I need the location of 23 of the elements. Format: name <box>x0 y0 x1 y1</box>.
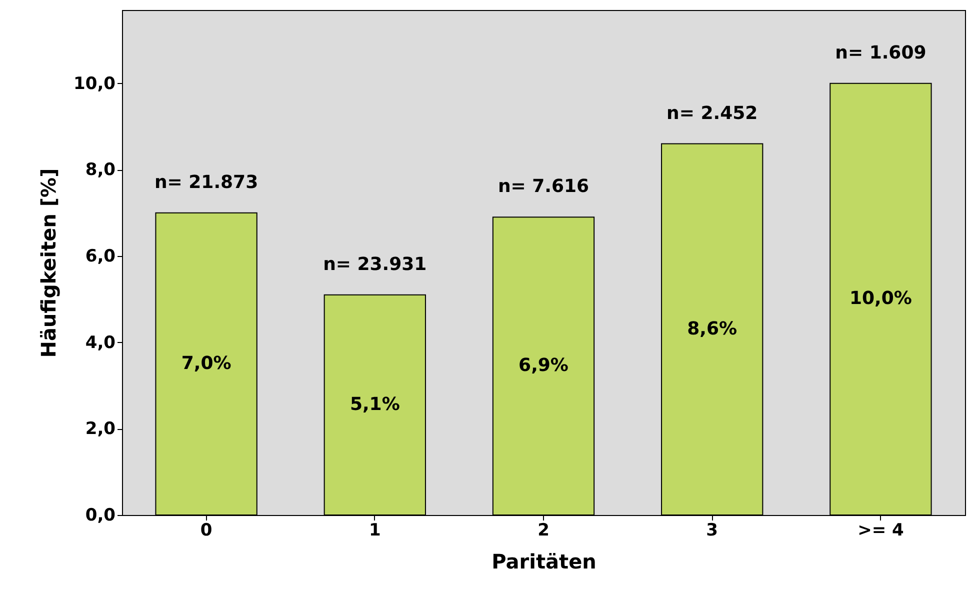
y-tick-label: 4,0 <box>85 332 116 353</box>
y-tick-label: 2,0 <box>85 419 116 440</box>
y-tick-label: 10,0 <box>74 74 116 94</box>
y-tick-label: 0,0 <box>85 506 116 526</box>
data-label: 6,9% <box>518 355 568 376</box>
y-axis-title: Häufigkeiten [%] <box>36 168 61 358</box>
x-tick-label: 2 <box>538 520 550 540</box>
x-tick-label: 0 <box>200 520 212 540</box>
x-tick-label: 1 <box>368 520 381 540</box>
annotation: n= 23.931 <box>323 254 427 275</box>
data-label: 8,6% <box>687 318 738 340</box>
annotation: n= 1.609 <box>835 42 926 64</box>
annotation: n= 21.873 <box>154 172 258 193</box>
annotation: n= 2.452 <box>666 102 758 124</box>
x-tick-label: >= 4 <box>858 520 904 540</box>
data-label: 10,0% <box>849 288 912 310</box>
x-tick-label: 3 <box>706 520 718 540</box>
y-tick-label: 6,0 <box>85 246 116 267</box>
y-tick-label: 8,0 <box>85 160 116 180</box>
x-axis-title: Paritäten <box>492 550 596 574</box>
annotation: n= 7.616 <box>498 176 590 198</box>
data-label: 7,0% <box>181 352 232 374</box>
data-label: 5,1% <box>350 394 400 415</box>
